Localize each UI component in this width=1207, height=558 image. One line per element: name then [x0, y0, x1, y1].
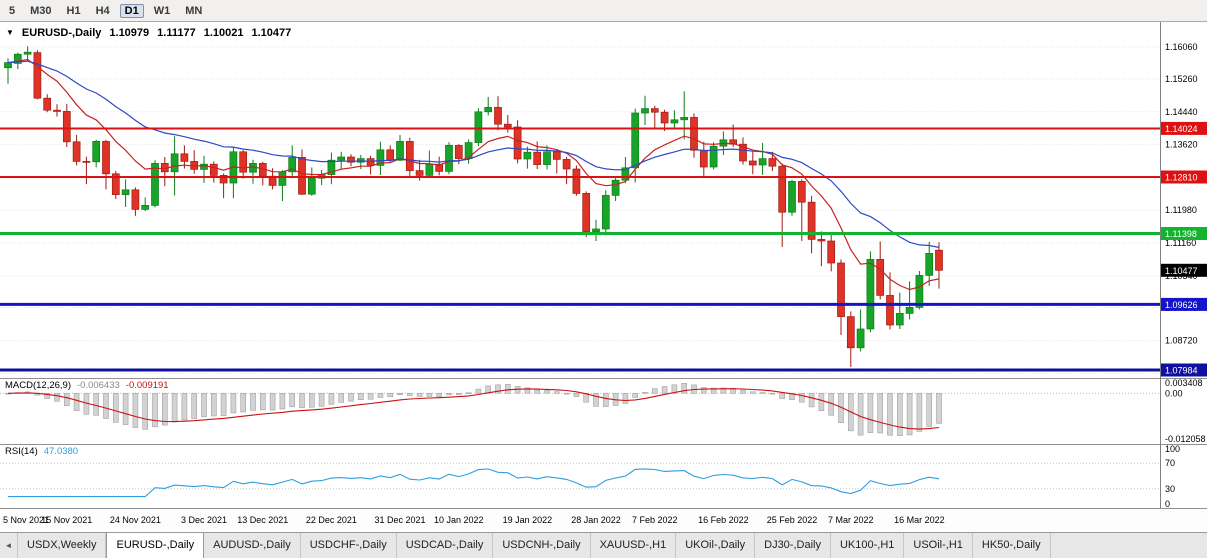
rsi-name: RSI(14)	[5, 446, 38, 457]
svg-text:1.13620: 1.13620	[1165, 140, 1198, 150]
chart-tabs-bar: ◄ USDX,Weekly EURUSD-,Daily AUDUSD-,Daily U…	[0, 532, 1207, 558]
chart-tab-ukoil-daily[interactable]: UKOil-,Daily	[676, 533, 756, 558]
time-axis-label: 28 Jan 2022	[571, 515, 621, 525]
timeframe-button-m30[interactable]: M30	[30, 4, 52, 17]
chart-tab-hk50-daily[interactable]: HK50-,Daily	[972, 533, 1051, 558]
one-click-trading-expander-icon[interactable]: ▼	[6, 28, 14, 37]
chart-tab-usoil-h1[interactable]: USOil-,H1	[904, 533, 973, 558]
svg-text:1.14024: 1.14024	[1165, 124, 1198, 134]
rsi-chart[interactable]: 100 70 30 0	[0, 444, 1207, 508]
candlestick-series	[4, 46, 943, 367]
price-gridlines	[0, 46, 1160, 374]
svg-text:1.11398: 1.11398	[1165, 229, 1197, 239]
timeframe-button-h4[interactable]: H4	[95, 4, 110, 17]
time-axis-label: 16 Feb 2022	[698, 515, 749, 525]
rsi-axis-label: 0	[1165, 499, 1170, 508]
chart-tab-dj30-daily[interactable]: DJ30-,Daily	[755, 533, 831, 558]
candlestick-chart[interactable]: 1.16060 1.15260 1.14440 1.13620 1.12810 1.119…	[0, 22, 1207, 378]
rsi-axis-label: 100	[1165, 444, 1180, 454]
high-value: 1.11177	[157, 27, 196, 39]
time-axis-label: 31 Dec 2021	[374, 515, 426, 525]
svg-text:1.11980: 1.11980	[1165, 205, 1197, 215]
symbol-label: EURUSD-,Daily	[21, 27, 102, 39]
chart-ohlc-overlay: ▼ EURUSD-,Daily 1.10979 1.11177 1.10021 …	[6, 27, 291, 39]
time-axis-label: 15 Nov 2021	[41, 515, 93, 525]
price-badge-1.12810: 1.12810	[1161, 170, 1207, 184]
svg-text:1.12810: 1.12810	[1165, 173, 1198, 183]
svg-text:1.07984: 1.07984	[1165, 366, 1198, 376]
timeframe-toolbar: 5 M30 H1 H4 D1 W1 MN	[0, 0, 1207, 22]
price-badge-1.14024: 1.14024	[1161, 121, 1207, 135]
macd-histogram	[5, 383, 942, 436]
price-badge-1.11398: 1.11398	[1161, 227, 1207, 240]
price-badge-1.10477: 1.10477	[1161, 263, 1207, 277]
macd-axis-label: -0.012058	[1165, 434, 1206, 444]
chart-tab-usdx-weekly[interactable]: USDX,Weekly	[18, 533, 107, 558]
price-badge-1.07984: 1.07984	[1161, 363, 1207, 377]
svg-text:1.10477: 1.10477	[1165, 266, 1198, 276]
svg-text:1.15260: 1.15260	[1165, 74, 1198, 84]
rsi-line	[8, 468, 940, 498]
time-axis-label: 16 Mar 2022	[894, 515, 945, 525]
macd-signal-value: -0.009191	[125, 380, 169, 391]
chart-tab-audusd-daily[interactable]: AUDUSD-,Daily	[204, 533, 301, 558]
timeframe-button-mn[interactable]: MN	[185, 4, 203, 17]
chart-tab-usdcad-daily[interactable]: USDCAD-,Daily	[396, 533, 494, 558]
svg-text:1.16060: 1.16060	[1165, 42, 1198, 52]
chart-tab-list: USDX,Weekly EURUSD-,Daily AUDUSD-,Daily USD…	[18, 533, 1051, 558]
time-axis[interactable]: 5 Nov 2021 15 Nov 2021 24 Nov 2021 3 Dec 20…	[0, 508, 1207, 532]
time-axis-label: 25 Feb 2022	[766, 515, 818, 525]
macd-main-value: -0.006433	[77, 380, 120, 391]
macd-indicator-pane[interactable]: 0.003408 0.00 -0.012058 MACD(12,26,9) -0.0…	[0, 378, 1207, 444]
rsi-indicator-pane[interactable]: 100 70 30 0 RSI(14) 47.0380	[0, 444, 1207, 508]
macd-label: MACD(12,26,9) -0.006433 -0.009191	[5, 380, 169, 391]
time-axis-label: 24 Nov 2021	[109, 515, 161, 525]
low-value: 1.10021	[203, 27, 244, 39]
time-axis-label: 13 Dec 2021	[237, 515, 289, 525]
rsi-axis-label: 30	[1165, 484, 1175, 494]
time-axis-label: 3 Dec 2021	[180, 515, 228, 525]
close-value: 1.10477	[251, 27, 292, 39]
chart-tab-usdcnh-daily[interactable]: USDCNH-,Daily	[493, 533, 591, 558]
ma-fast-red-line	[7, 58, 940, 291]
svg-text:1.11160: 1.11160	[1165, 238, 1196, 248]
time-axis-label: 5 Nov 2021	[2, 515, 50, 525]
time-axis-label: 19 Jan 2022	[502, 515, 553, 525]
macd-signal-line	[7, 388, 940, 430]
open-value: 1.10979	[109, 27, 150, 39]
price-badge-1.09626: 1.09626	[1161, 297, 1207, 311]
chart-tab-usdchf-daily[interactable]: USDCHF-,Daily	[300, 533, 397, 558]
rsi-axis-label: 70	[1165, 458, 1175, 468]
macd-axis-label: 0.003408	[1165, 378, 1203, 388]
timeframe-button-h1[interactable]: H1	[66, 4, 81, 17]
price-axis-labels: 1.16060 1.15260 1.14440 1.13620 1.12810 1.119…	[1165, 42, 1198, 378]
svg-text:1.08720: 1.08720	[1165, 336, 1198, 346]
timeframe-button-group: 5 M30 H1 H4 D1 W1 MN	[0, 3, 207, 18]
timeframe-button-w1[interactable]: W1	[153, 4, 171, 17]
timeframe-button-5[interactable]: 5	[9, 4, 16, 17]
time-axis-label: 7 Feb 2022	[632, 515, 678, 525]
time-axis-label: 10 Jan 2022	[434, 515, 484, 525]
main-chart-pane[interactable]: 1.16060 1.15260 1.14440 1.13620 1.12810 1.119…	[0, 22, 1207, 378]
tab-scroll-left-button[interactable]: ◄	[0, 533, 18, 558]
chart-tab-uk100-h1[interactable]: UK100-,H1	[830, 533, 905, 558]
rsi-value: 47.0380	[43, 446, 79, 457]
macd-name: MACD(12,26,9)	[5, 380, 71, 391]
svg-text:1.09626: 1.09626	[1165, 300, 1198, 310]
macd-axis-label: 0.00	[1165, 388, 1183, 398]
svg-text:1.14440: 1.14440	[1165, 107, 1198, 117]
time-axis-label: 22 Dec 2021	[305, 515, 357, 525]
timeframe-button-d1[interactable]: D1	[119, 3, 144, 18]
chart-tab-eurusd-daily[interactable]: EURUSD-,Daily	[106, 533, 205, 558]
time-axis-label: 7 Mar 2022	[828, 515, 874, 525]
rsi-label: RSI(14) 47.0380	[5, 446, 78, 457]
chart-tab-xauusd-h1[interactable]: XAUUSD-,H1	[590, 533, 677, 558]
ma-slow-blue-line	[7, 60, 940, 248]
